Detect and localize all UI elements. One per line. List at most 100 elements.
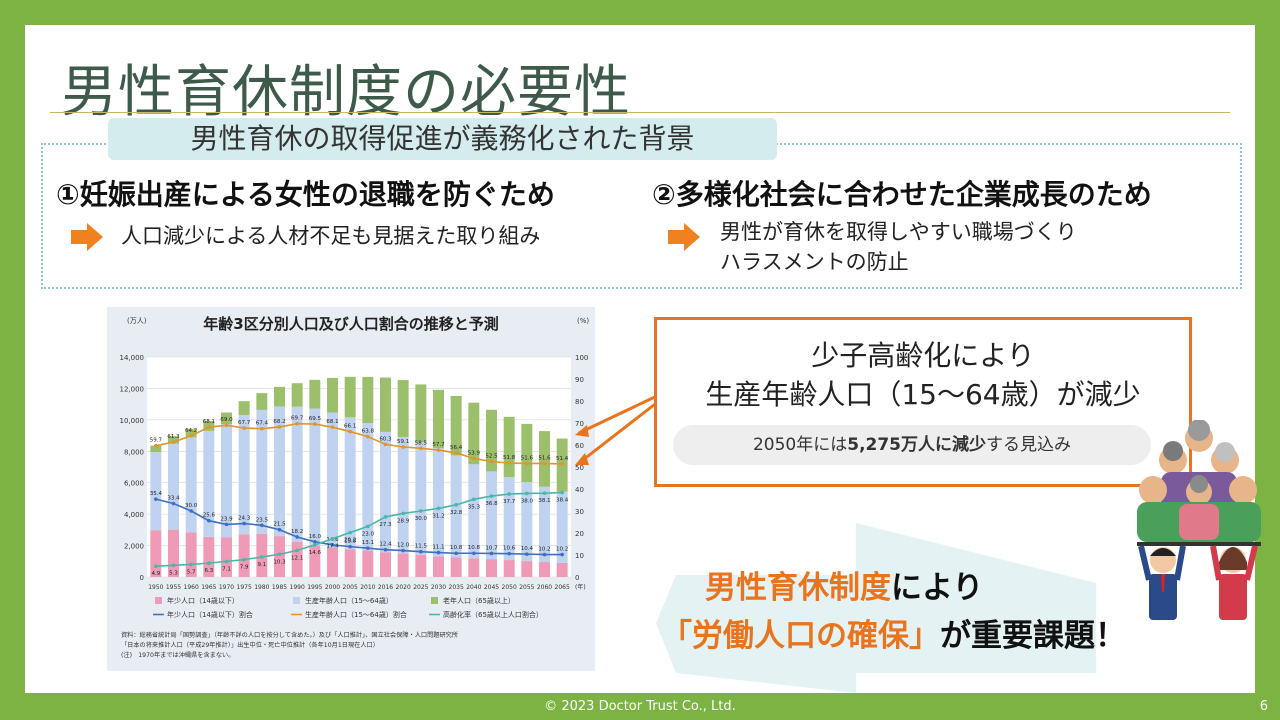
- bar-segment: [433, 556, 444, 577]
- data-label: 25.6: [203, 513, 216, 519]
- data-label: 12.4: [379, 542, 392, 548]
- y-tick-label-right: 80: [575, 398, 584, 406]
- ratio-point: [525, 461, 529, 466]
- x-tick-label: 1990: [290, 584, 305, 591]
- data-label: 21.5: [273, 522, 286, 528]
- pointer-head: [575, 425, 589, 437]
- data-label: 18.2: [291, 529, 303, 535]
- legend-swatch: [431, 597, 438, 604]
- data-label: 51.8: [503, 455, 516, 461]
- bar-segment: [256, 393, 268, 410]
- reason2-bullet2: ハラスメントの防止: [720, 250, 909, 274]
- footer-copyright: © 2023 Doctor Trust Co., Ltd.: [544, 699, 736, 714]
- bar-segment: [150, 452, 162, 531]
- y-tick-label-right: 60: [575, 442, 584, 450]
- ratio-point: [242, 521, 246, 526]
- bar-segment: [380, 377, 391, 432]
- ratio-point: [154, 564, 158, 569]
- ratio-point: [489, 494, 494, 498]
- x-tick-label: 1970: [219, 584, 234, 591]
- data-label: 52.5: [485, 454, 498, 460]
- chart-source-note: (注) 1970年までは沖縄県を含まない。: [121, 651, 234, 659]
- data-label: 60.3: [379, 436, 392, 442]
- data-label: 28.9: [397, 518, 410, 524]
- y-tick-label-right: 50: [575, 464, 584, 472]
- x-tick-label: 2030: [431, 584, 446, 591]
- plot-area: [147, 357, 571, 577]
- ratio-point: [277, 527, 282, 532]
- bar-segment: [344, 376, 356, 418]
- bar-segment: [185, 428, 197, 438]
- ratio-point: [525, 552, 529, 556]
- data-label: 24.3: [238, 516, 251, 522]
- reason2-bullet1: 男性が育休を取得しやすい職場づくり: [720, 220, 1077, 244]
- ratio-point: [560, 552, 564, 557]
- bar-segment: [238, 534, 250, 577]
- bar-segment: [221, 537, 232, 577]
- data-label: 51.6: [538, 455, 551, 461]
- ratio-point: [454, 503, 458, 507]
- legend-swatch: [155, 597, 162, 604]
- y-tick-label-right: 90: [575, 376, 584, 384]
- data-label: 56.4: [450, 445, 463, 451]
- y-tick-label-right: 70: [575, 420, 584, 428]
- ratio-point: [189, 509, 193, 513]
- ratio-point: [277, 552, 282, 557]
- data-label: 37.7: [503, 499, 516, 505]
- data-label: 38.4: [556, 498, 569, 504]
- legend-label: 老年人口（65歳以上）: [443, 596, 515, 605]
- subtitle-tab: 男性育休の取得促進が義務化された背景: [108, 118, 777, 160]
- ratio-point: [260, 523, 264, 528]
- data-label: 33.4: [167, 496, 180, 502]
- data-label: 20.2: [344, 538, 356, 544]
- data-label: 10.4: [521, 546, 534, 552]
- data-label: 17.4: [326, 544, 339, 550]
- y-tick-label-left: 12,000: [120, 385, 145, 393]
- data-label: 69.7: [291, 416, 304, 422]
- bar-segment: [185, 437, 197, 533]
- data-label: 5.3: [169, 570, 178, 576]
- bar-segment: [238, 415, 250, 535]
- worker-woman-icon: [1210, 545, 1258, 620]
- data-label: 12.0: [397, 543, 410, 549]
- bar-segment: [344, 549, 356, 577]
- y-tick-label-right: 20: [575, 530, 584, 538]
- data-label: 67.4: [256, 421, 269, 427]
- y-tick-label-left: 10,000: [120, 417, 145, 425]
- ratio-point: [313, 540, 317, 544]
- page-title: 男性育休制度の必要性: [61, 60, 631, 125]
- data-label: 10.2: [556, 547, 568, 553]
- ratio-point: [260, 555, 264, 559]
- reason1-bullet: 人口減少による人材不足も見据えた取り組み: [121, 224, 541, 248]
- bar-segment: [521, 561, 533, 577]
- pointer-line: [578, 393, 660, 435]
- ratio-point: [472, 456, 476, 461]
- ratio-point: [436, 506, 441, 511]
- y-tick-label-left: 6,000: [124, 480, 144, 488]
- bar-segment: [556, 491, 568, 563]
- pill-bold: 5,275万人に減少: [847, 435, 987, 455]
- x-tick-label: 2040: [466, 584, 481, 591]
- legend-label: 高齢化率（65歳以上人口割合）: [443, 610, 543, 619]
- data-label: 11.5: [415, 544, 428, 550]
- bar-segment: [433, 448, 444, 557]
- bar-segment: [168, 529, 179, 577]
- ratio-point: [401, 511, 405, 516]
- bar-segment: [556, 562, 568, 577]
- bar-segment: [291, 406, 303, 542]
- data-label: 10.3: [273, 559, 286, 565]
- ratio-point: [171, 563, 176, 568]
- chart-svg: 年齢3区分別人口及び人口割合の推移と予測 (万人) (%) 14,000 12,000 1…: [120, 315, 590, 659]
- data-label: 69.5: [309, 416, 322, 422]
- message-text: により: [891, 570, 984, 606]
- reason1-heading: ①妊娠出産による女性の退職を防ぐため: [56, 178, 555, 211]
- ratio-point: [436, 550, 441, 555]
- ratio-point: [171, 440, 176, 444]
- pill-text: する見込み: [986, 435, 1072, 455]
- bar-segment: [203, 430, 215, 537]
- data-label: 14.6: [309, 550, 322, 556]
- x-tick-label: 2060: [537, 584, 552, 591]
- ratio-point: [383, 515, 388, 519]
- bar-segment: [468, 402, 480, 465]
- data-label: 7.1: [222, 566, 231, 572]
